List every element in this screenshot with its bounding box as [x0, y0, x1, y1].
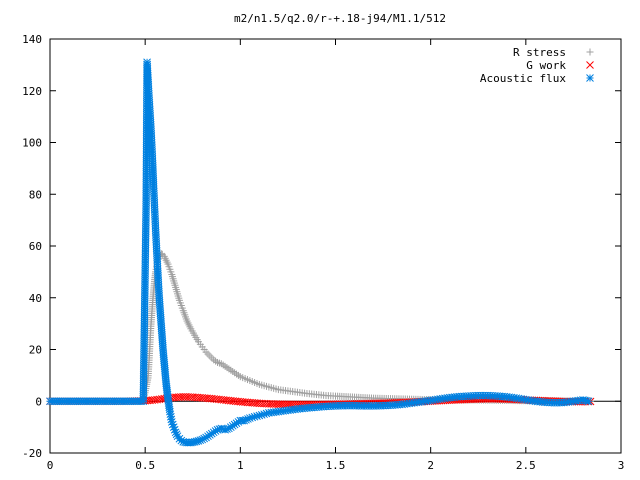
data-point: [206, 352, 214, 360]
x-tick-label: 2: [427, 459, 434, 472]
x-tick-label: 0.5: [135, 459, 155, 472]
legend-marker-cross: [586, 61, 594, 69]
y-tick-label: 60: [29, 240, 42, 253]
series-r-stress: [46, 250, 595, 405]
data-point: [185, 321, 193, 329]
marker-stroke: [153, 395, 161, 404]
legend-label: R stress: [513, 46, 566, 59]
marker-stroke: [155, 395, 164, 404]
marker-stroke: [586, 61, 594, 69]
x-tick-label: 1.5: [326, 459, 346, 472]
y-tick-label: 80: [29, 188, 42, 201]
x-tick-label: 3: [618, 459, 625, 472]
series-acoustic-flux: [46, 58, 593, 447]
y-tick-label: 140: [22, 33, 42, 46]
marker-stroke: [586, 74, 594, 82]
x-tick-label: 2.5: [516, 459, 536, 472]
axis-ticks: 0 0.5 1 1.5 2 2.5 3 -20 0 20 40 60 80 100 120 140: [22, 33, 624, 472]
y-tick-label: 100: [22, 137, 42, 150]
data-point: [584, 397, 593, 406]
y-tick-label: 0: [35, 395, 42, 408]
data-point: [162, 256, 170, 264]
data-point: [208, 354, 216, 362]
data-point: [215, 359, 223, 367]
plot-frame: [49, 38, 622, 454]
legend-label: Acoustic flux: [480, 72, 566, 85]
legend-marker-star: [586, 74, 594, 82]
data-point: [204, 350, 212, 358]
x-tick-label: 1: [237, 459, 244, 472]
marker-stroke: [584, 397, 593, 406]
y-tick-label: 20: [29, 344, 42, 357]
legend-marker-plus: [586, 48, 594, 56]
data-series: [46, 58, 595, 447]
marker-stroke: [150, 396, 159, 404]
y-tick-label: -20: [22, 447, 42, 460]
y-tick-label: 120: [22, 85, 42, 98]
chart-title: m2/n1.5/q2.0/r-+.18-j94/M1.1/512: [234, 12, 446, 25]
y-tick-label: 40: [29, 292, 42, 305]
x-tick-label: 0: [47, 459, 54, 472]
legend-label: G work: [526, 59, 566, 72]
